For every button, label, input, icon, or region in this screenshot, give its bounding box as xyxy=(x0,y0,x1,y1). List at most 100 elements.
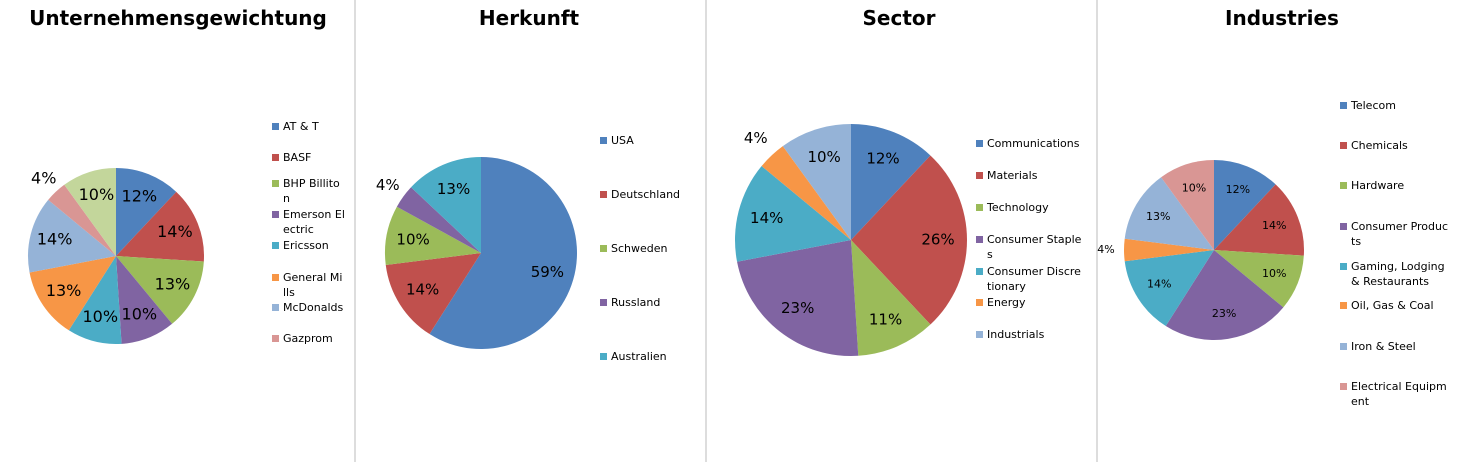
chart-title: Industries xyxy=(1225,6,1339,30)
legend-swatch xyxy=(976,172,983,179)
legend-swatch xyxy=(976,140,983,147)
value-label: 14% xyxy=(750,209,783,227)
legend-label: Energy xyxy=(987,296,1026,309)
pie-slice xyxy=(735,166,851,262)
legend-entry: Consumer Staples xyxy=(976,232,1082,262)
value-label: 10% xyxy=(82,307,118,326)
legend-entry: Gazprom xyxy=(272,331,345,346)
legend-swatch xyxy=(600,299,607,306)
legend-entry: Technology xyxy=(976,200,1082,215)
pie-slice xyxy=(116,191,204,262)
legend-label: Australien xyxy=(611,350,667,363)
legend-label: McDonalds xyxy=(283,301,344,314)
legend-swatch xyxy=(1340,223,1347,230)
legend-swatch xyxy=(1340,302,1347,309)
value-label: 4% xyxy=(1097,243,1114,256)
value-label: 12% xyxy=(866,150,899,168)
legend-entry: Electrical Equipment xyxy=(1340,379,1451,409)
legend-entry: General Mills xyxy=(272,270,345,300)
pie-slice xyxy=(411,157,481,253)
value-label: 11% xyxy=(869,310,902,328)
legend-label: Ericsson xyxy=(283,239,329,252)
legend-label: Gazprom xyxy=(283,332,333,345)
value-label: 10% xyxy=(122,304,158,323)
legend-entry: Russland xyxy=(600,295,711,310)
value-label: 13% xyxy=(155,274,191,293)
legend-label: Deutschland xyxy=(611,188,681,201)
legend-entry: Energy xyxy=(976,295,1082,310)
pie-slice xyxy=(396,187,481,253)
legend-swatch xyxy=(272,211,279,218)
legend-label: BASF xyxy=(283,151,312,164)
pie-slice xyxy=(116,256,173,344)
legend-entry: USA xyxy=(600,133,711,148)
legend-label: Technology xyxy=(987,201,1049,214)
legend-entry: AT & T xyxy=(272,119,345,134)
legend-swatch xyxy=(600,353,607,360)
value-label: 14% xyxy=(157,222,193,241)
value-label: 13% xyxy=(46,281,82,300)
value-label: 10% xyxy=(79,185,115,204)
legend-swatch xyxy=(272,180,279,187)
legend-label: Electrical Equipment xyxy=(1351,380,1447,408)
value-label: 14% xyxy=(1147,278,1171,291)
legend-entry: Australien xyxy=(600,349,711,364)
legend-label: Materials xyxy=(987,169,1038,182)
chart-title: Sector xyxy=(862,6,936,30)
value-label: 14% xyxy=(406,281,439,299)
legend-swatch xyxy=(272,154,279,161)
pie-slice xyxy=(27,199,116,273)
value-label: 4% xyxy=(744,129,768,147)
legend-swatch xyxy=(976,268,983,275)
pie-slice xyxy=(1214,160,1276,250)
value-label: 12% xyxy=(1226,183,1250,196)
legend-swatch xyxy=(1340,263,1347,270)
value-label: 12% xyxy=(122,187,158,206)
legend-swatch xyxy=(272,123,279,130)
legend-entry: Ericsson xyxy=(272,238,345,253)
pie-slice xyxy=(1165,250,1284,340)
legend-label: General Mills xyxy=(283,271,343,299)
pie-slice xyxy=(48,184,116,256)
legend-entry: Schweden xyxy=(600,241,711,256)
pie-slice xyxy=(116,256,204,324)
legend-label: Hardware xyxy=(1351,179,1405,192)
chart-title: Herkunft xyxy=(478,6,580,30)
legend-entry: BASF xyxy=(272,150,345,165)
value-label: 4% xyxy=(31,169,56,188)
pie-slice xyxy=(1124,177,1214,250)
legend-swatch xyxy=(976,204,983,211)
legend-label: BHP Billiton xyxy=(283,177,340,205)
legend-label: Gaming, Lodging & Restaurants xyxy=(1351,260,1445,288)
legend-label: Consumer Products xyxy=(1351,220,1449,248)
legend-swatch xyxy=(1340,102,1347,109)
value-label: 10% xyxy=(1182,181,1206,194)
value-label: 10% xyxy=(1262,267,1286,280)
value-label: 4% xyxy=(376,176,400,194)
legend-label: Consumer Discretionary xyxy=(987,265,1081,293)
value-label: 59% xyxy=(531,263,564,281)
legend-label: Chemicals xyxy=(1351,139,1408,152)
pie-slice xyxy=(737,240,859,356)
legend-entry: Gaming, Lodging & Restaurants xyxy=(1340,259,1451,289)
value-label: 23% xyxy=(1212,307,1236,320)
value-label: 14% xyxy=(37,230,73,249)
legend-entry: Telecom xyxy=(1340,98,1451,113)
legend-label: Russland xyxy=(611,296,661,309)
legend-entry: Materials xyxy=(976,168,1082,183)
pie-slice xyxy=(385,253,481,335)
legend-entry: Consumer Products xyxy=(1340,219,1451,249)
value-label: 23% xyxy=(781,299,814,317)
legend-swatch xyxy=(1340,142,1347,149)
legend-label: Oil, Gas & Coal xyxy=(1351,299,1434,312)
legend-swatch xyxy=(976,331,983,338)
legend-entry: Consumer Discretionary xyxy=(976,264,1082,294)
legend-label: USA xyxy=(611,134,634,147)
legend-entry: Emerson Electric xyxy=(272,207,345,237)
legend-entry: McDonalds xyxy=(272,300,345,315)
legend-entry: Chemicals xyxy=(1340,138,1451,153)
pie-slice xyxy=(68,256,122,344)
pie-slice xyxy=(851,124,931,240)
